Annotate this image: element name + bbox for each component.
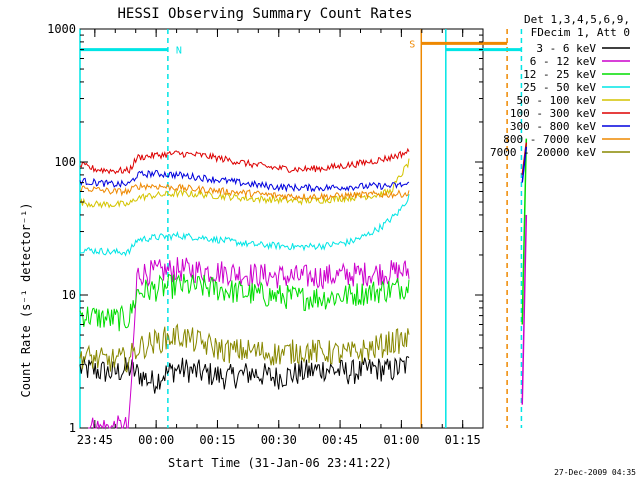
series-line-5 bbox=[79, 147, 410, 175]
legend-label-0: 3 - 6 keV bbox=[536, 42, 596, 55]
legend-label-2: 12 - 25 keV bbox=[523, 68, 596, 81]
x-tick-label-3: 00:30 bbox=[261, 433, 297, 447]
legend-label-6: 300 - 800 keV bbox=[510, 120, 596, 133]
series-line-2 bbox=[79, 273, 410, 332]
y-tick-label-0: 1 bbox=[69, 421, 76, 435]
flag-bars: NS bbox=[80, 39, 522, 57]
series-line-0 bbox=[79, 356, 410, 394]
series-line-8 bbox=[79, 323, 410, 373]
series-line-4 bbox=[79, 158, 410, 209]
series-lines bbox=[79, 138, 528, 430]
legend: Det 1,3,4,5,6,9, FDecim 1, Att 0 3 - 6 k… bbox=[490, 13, 630, 159]
y-tick-label-3: 1000 bbox=[47, 22, 76, 36]
series-line-1 bbox=[80, 257, 410, 430]
chart-title: HESSI Observing Summary Count Rates bbox=[117, 6, 412, 22]
edge-recovery-0 bbox=[521, 138, 528, 325]
legend-label-4: 50 - 100 keV bbox=[517, 94, 597, 107]
vertical-markers bbox=[79, 29, 523, 428]
x-tick-label-6: 01:15 bbox=[445, 433, 481, 447]
series-line-3 bbox=[80, 194, 410, 257]
flag-label-0: N bbox=[176, 46, 182, 57]
legend-header-line-1: Det 1,3,4,5,6,9, bbox=[524, 13, 630, 26]
legend-label-7: 800 - 7000 keV bbox=[503, 133, 596, 146]
x-tick-label-0: 23:45 bbox=[77, 433, 113, 447]
series-line-6 bbox=[79, 169, 410, 193]
edge-recovery-2 bbox=[521, 146, 528, 183]
axes: 23:45 00:00 00:15 00:30 00:45 01:00 01:15 1 10 10… bbox=[47, 22, 483, 447]
plot-border bbox=[79, 28, 484, 429]
x-tick-label-1: 00:00 bbox=[138, 433, 174, 447]
edge-recovery-3 bbox=[521, 214, 528, 405]
legend-label-1: 6 - 12 keV bbox=[530, 55, 597, 68]
legend-label-3: 25 - 50 keV bbox=[523, 81, 596, 94]
legend-label-8: 7000 - 20000 keV bbox=[490, 146, 596, 159]
footer-timestamp: 27-Dec-2009 04:35 bbox=[554, 468, 636, 477]
series-line-7 bbox=[79, 181, 410, 202]
y-tick-label-2: 100 bbox=[54, 155, 76, 169]
x-tick-label-2: 00:15 bbox=[199, 433, 235, 447]
x-axis-label: Start Time (31-Jan-06 23:41:22) bbox=[168, 456, 392, 470]
y-tick-label-1: 10 bbox=[62, 288, 76, 302]
legend-header-line-2: FDecim 1, Att 0 bbox=[531, 26, 630, 39]
x-tick-label-5: 01:00 bbox=[383, 433, 419, 447]
plot-frame bbox=[79, 28, 484, 429]
x-tick-label-4: 00:45 bbox=[322, 433, 358, 447]
flag-label-1: S bbox=[409, 39, 415, 50]
y-axis-label: Count Rate (s⁻¹ detector⁻¹) bbox=[19, 202, 33, 397]
legend-label-5: 100 - 300 keV bbox=[510, 107, 596, 120]
